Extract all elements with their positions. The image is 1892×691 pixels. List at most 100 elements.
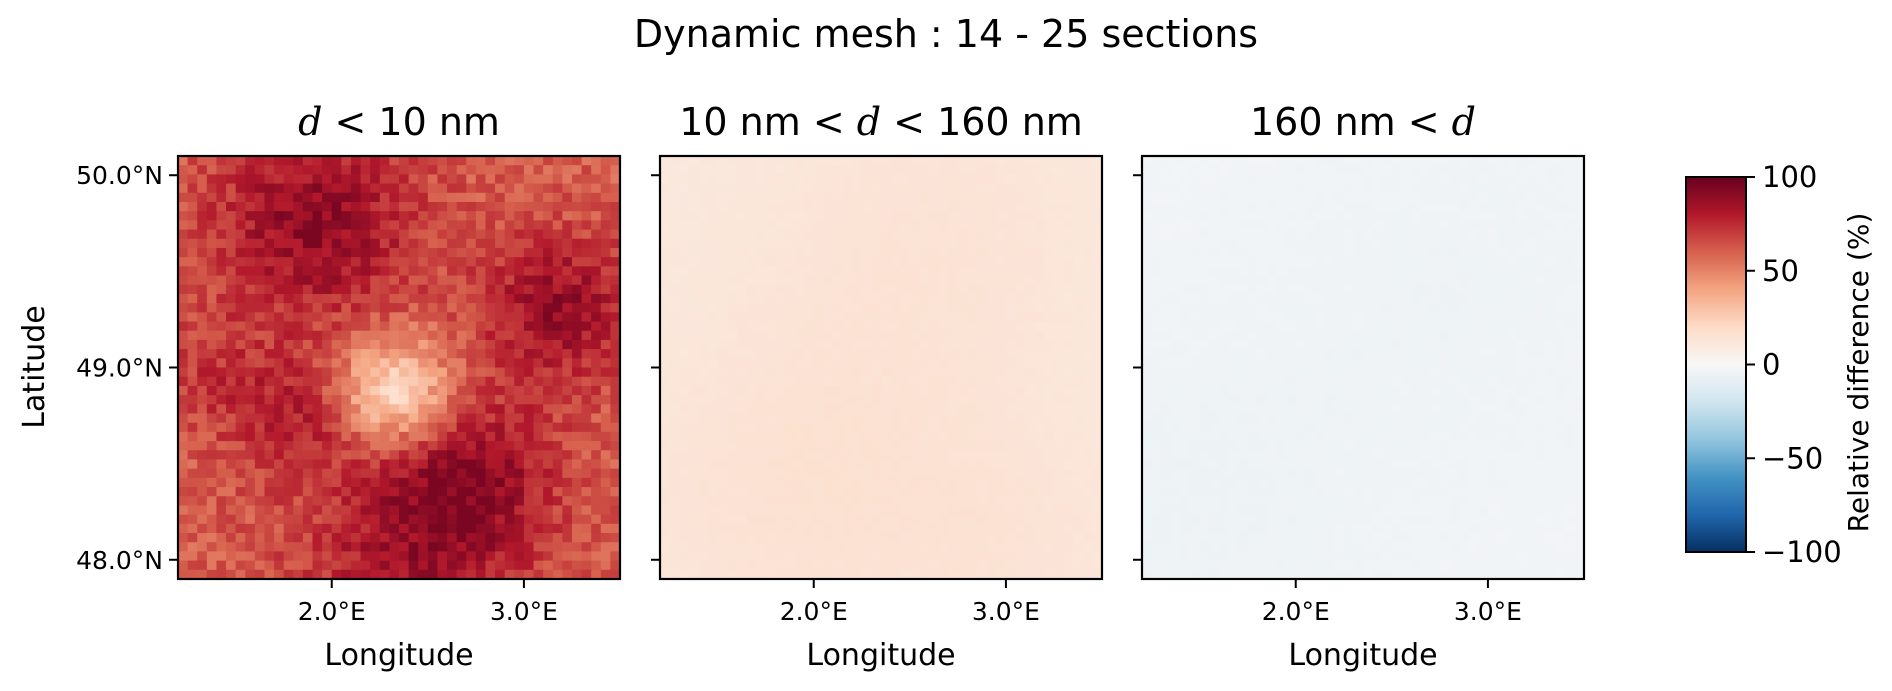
heatmap-cell <box>600 183 611 194</box>
heatmap-cell <box>283 358 294 369</box>
heatmap-cell <box>708 192 719 203</box>
heatmap-cell <box>957 229 969 240</box>
heatmap-cell <box>437 450 448 461</box>
heatmap-cell <box>543 542 554 553</box>
heatmap-cell <box>610 321 621 332</box>
heatmap-cell <box>784 266 796 277</box>
heatmap-cell <box>466 413 477 424</box>
heatmap-cell <box>881 156 892 166</box>
heatmap-cell <box>842 487 853 497</box>
heatmap-cell <box>1507 229 1518 240</box>
heatmap-cell <box>389 201 400 212</box>
heatmap-cell <box>504 312 515 323</box>
heatmap-cell <box>331 523 342 534</box>
heatmap-cell <box>1044 523 1055 534</box>
heatmap-cell <box>717 174 728 185</box>
heatmap-cell <box>784 211 796 221</box>
heatmap-cell <box>543 367 554 378</box>
heatmap-cell <box>813 349 824 359</box>
heatmap-cell <box>1468 165 1479 175</box>
heatmap-cell <box>322 165 333 175</box>
heatmap-cell <box>746 569 757 580</box>
heatmap-cell <box>881 165 892 175</box>
heatmap-cell <box>1025 431 1036 442</box>
heatmap-cell <box>948 156 959 166</box>
heatmap-cell <box>466 321 477 332</box>
heatmap-cell <box>283 303 294 313</box>
heatmap-cell <box>197 459 208 470</box>
heatmap-cell <box>929 468 940 479</box>
heatmap-cell <box>977 523 988 534</box>
heatmap-cell <box>861 257 872 267</box>
heatmap-cell <box>1439 165 1451 175</box>
heatmap-cell <box>533 156 544 166</box>
heatmap-cell <box>957 266 969 277</box>
heatmap-cell <box>581 514 592 525</box>
heatmap-cell <box>562 156 573 166</box>
heatmap-cell <box>794 413 805 424</box>
heatmap-cell <box>254 551 266 562</box>
heatmap-cell <box>871 496 882 507</box>
heatmap-cell <box>216 321 227 332</box>
heatmap-cell <box>302 201 314 212</box>
heatmap-cell <box>1497 156 1508 166</box>
heatmap-cell <box>447 284 458 295</box>
heatmap-cell <box>775 165 786 175</box>
heatmap-cell <box>900 533 911 543</box>
heatmap-cell <box>226 514 237 525</box>
heatmap-cell <box>1082 330 1093 341</box>
heatmap-cell <box>1053 201 1065 212</box>
heatmap-cell <box>957 358 969 369</box>
heatmap-cell <box>679 468 690 479</box>
heatmap-cell <box>890 551 901 562</box>
heatmap-cell <box>1411 220 1422 231</box>
heatmap-cell <box>379 367 390 378</box>
heatmap-cell <box>1439 238 1451 249</box>
heatmap-cell <box>581 201 592 212</box>
heatmap-cell <box>746 238 757 249</box>
heatmap-cell <box>804 165 815 175</box>
heatmap-cell <box>1382 156 1393 166</box>
heatmap-cell <box>447 505 458 516</box>
heatmap-cell <box>669 542 680 553</box>
heatmap-cell <box>832 569 844 580</box>
heatmap-cell <box>206 321 218 332</box>
heatmap-cell <box>312 450 323 461</box>
heatmap-cell <box>427 174 439 185</box>
heatmap-cell <box>900 468 911 479</box>
heatmap-cell <box>679 303 690 313</box>
heatmap-cell <box>514 201 525 212</box>
heatmap-cell <box>1005 422 1017 433</box>
heatmap-cell <box>1053 404 1065 415</box>
heatmap-cell <box>427 413 439 424</box>
heatmap-cell <box>1025 496 1036 507</box>
heatmap-cell <box>1151 266 1162 277</box>
heatmap-cell <box>408 229 419 240</box>
heatmap-cell <box>216 413 227 424</box>
heatmap-cell <box>1478 293 1489 304</box>
heatmap-cell <box>1535 229 1547 240</box>
heatmap-cell <box>967 165 978 175</box>
heatmap-cell <box>1218 275 1230 286</box>
heatmap-cell <box>986 257 997 267</box>
heatmap-cell <box>881 174 892 185</box>
heatmap-cell <box>986 450 997 461</box>
heatmap-cell <box>660 201 671 212</box>
heatmap-cell <box>1053 257 1065 267</box>
heatmap-cell <box>919 211 930 221</box>
heatmap-cell <box>1468 192 1479 203</box>
heatmap-cell <box>523 542 535 553</box>
heatmap-cell <box>1363 174 1374 185</box>
heatmap-cell <box>1487 257 1499 267</box>
heatmap-cell <box>235 339 246 350</box>
heatmap-cell <box>370 431 381 442</box>
heatmap-cell <box>660 275 671 286</box>
heatmap-cell <box>245 238 256 249</box>
heatmap-cell <box>832 275 844 286</box>
heatmap-cell <box>389 514 400 525</box>
heatmap-cell <box>986 192 997 203</box>
heatmap-cell <box>986 211 997 221</box>
heatmap-cell <box>437 192 448 203</box>
heatmap-cell <box>370 303 381 313</box>
heatmap-cell <box>1151 220 1162 231</box>
